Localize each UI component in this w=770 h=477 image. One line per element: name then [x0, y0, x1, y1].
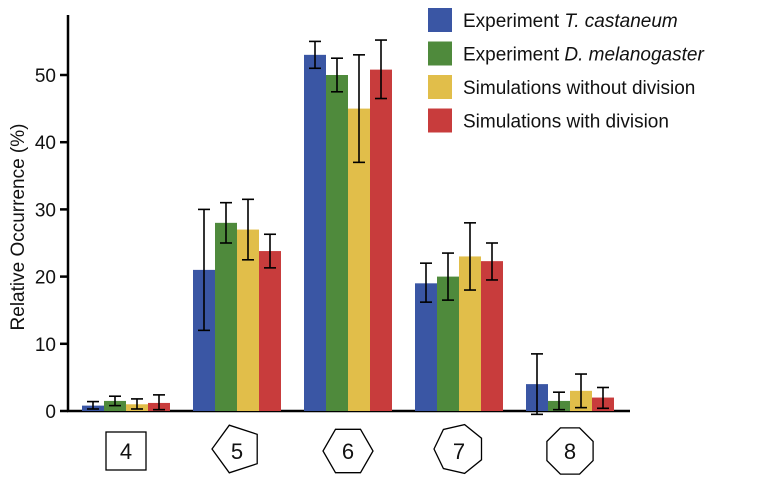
error-bar [309, 40, 321, 70]
category-6: 6 [322, 428, 374, 474]
error-bar [331, 57, 343, 93]
y-tick-label: 40 [35, 133, 56, 154]
error-bars [87, 39, 609, 416]
y-axis-label: Relative Occurrence (%) [8, 124, 29, 331]
error-bar [597, 386, 609, 410]
pentagon-shape [211, 424, 258, 474]
error-bar [131, 398, 143, 410]
legend-swatch [428, 75, 452, 99]
x-tick-label: 4 [120, 439, 132, 464]
error-bar [531, 353, 543, 416]
legend-label: Simulations with division [463, 112, 669, 133]
bar [415, 283, 437, 411]
y-tick-label: 50 [35, 66, 56, 87]
legend-label: Experiment T. castaneum [463, 11, 678, 32]
category-7: 7 [433, 423, 483, 475]
bar [304, 54, 326, 412]
heptagon-shape [433, 423, 483, 475]
hexagon-shape [322, 428, 374, 474]
category-8: 8 [546, 427, 594, 475]
bar [326, 75, 348, 411]
legend-swatch [428, 108, 452, 133]
error-bar [442, 252, 454, 301]
y-tick-label: 10 [35, 335, 56, 356]
bar [370, 69, 392, 412]
octagon-shape [546, 427, 594, 475]
category-5: 5 [211, 424, 258, 474]
y-tick-label: 0 [45, 402, 56, 423]
error-bar [575, 373, 587, 409]
error-bar [553, 391, 565, 411]
legend-entry: Experiment T. castaneum [428, 8, 678, 32]
bar [437, 276, 459, 411]
x-tick-label: 6 [342, 439, 354, 464]
error-bar [464, 222, 476, 291]
bar [237, 229, 259, 411]
square-shape [105, 431, 147, 471]
bar [459, 256, 481, 411]
legend: Experiment T. castaneum Experiment D. mel… [428, 8, 704, 133]
legend-label: Simulations without division [463, 78, 695, 99]
error-bar [109, 395, 121, 407]
x-tick-label: 5 [231, 439, 243, 464]
x-axis-categories: 4 5 6 7 8 [105, 423, 594, 475]
error-bar [87, 400, 99, 410]
legend-entry: Simulations with division [428, 108, 669, 133]
legend-swatch [428, 8, 452, 32]
error-bar [242, 198, 254, 261]
category-4: 4 [105, 431, 147, 471]
x-tick-label: 7 [453, 439, 465, 464]
legend-entry: Experiment D. melanogaster [428, 41, 704, 66]
bar [215, 222, 237, 411]
error-bar [486, 242, 498, 281]
error-bar [420, 262, 432, 303]
error-bar [220, 201, 232, 244]
error-bar [264, 233, 276, 269]
y-tick-label: 30 [35, 200, 56, 221]
legend-swatch [428, 41, 452, 66]
legend-entry: Simulations without division [428, 75, 695, 99]
error-bar [375, 39, 387, 100]
bar [259, 251, 281, 411]
x-tick-label: 8 [564, 439, 576, 464]
error-bar [353, 54, 365, 164]
bar [348, 108, 370, 411]
error-bar [198, 208, 210, 332]
y-tick-label: 20 [35, 268, 56, 289]
bar [193, 269, 215, 411]
bars [82, 54, 614, 412]
bar [481, 261, 503, 411]
legend-label: Experiment D. melanogaster [463, 45, 704, 66]
error-bar [153, 394, 165, 411]
